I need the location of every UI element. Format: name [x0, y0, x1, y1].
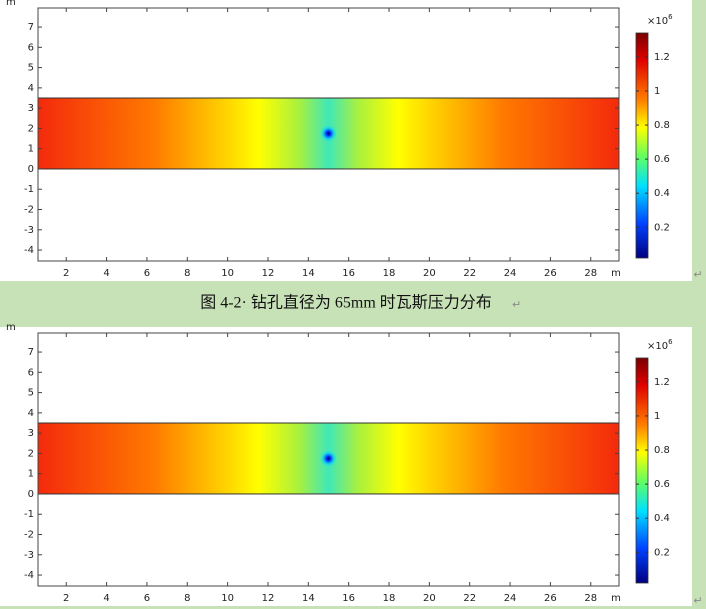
y-tick-label: -3 — [24, 550, 34, 561]
y-tick-label: 2 — [28, 123, 34, 134]
x-tick-label: 26 — [544, 593, 557, 604]
x-tick-label: 26 — [544, 268, 557, 279]
multiplier-base: ×10 — [647, 341, 668, 352]
x-tick-label: 8 — [184, 268, 190, 279]
y-tick-label: 2 — [28, 448, 34, 459]
y-tick-label: -4 — [24, 570, 34, 581]
x-tick-label: 20 — [423, 593, 436, 604]
multiplier-base: ×10 — [647, 16, 668, 27]
x-tick-label: 18 — [383, 268, 396, 279]
y-tick-label: 6 — [28, 42, 34, 53]
y-tick-label: -4 — [24, 245, 34, 256]
y-tick-label: 7 — [28, 347, 34, 358]
x-tick-label: 12 — [262, 268, 275, 279]
caption: 图 4-2· 钻孔直径为 65mm 时瓦斯压力分布 — [200, 294, 492, 312]
colorbar-tick-label: 0.4 — [654, 513, 670, 524]
y-tick-label: 4 — [28, 83, 34, 94]
colorbar-tick-label: 0.2 — [654, 547, 670, 558]
pressure-field — [37, 97, 620, 170]
colorbar — [635, 32, 649, 259]
x-tick-label: 6 — [144, 268, 150, 279]
x-tick-label: 10 — [221, 593, 234, 604]
y-tick-label: -1 — [24, 509, 34, 520]
multiplier-exponent: 6 — [668, 13, 673, 21]
y-tick-label: 0 — [28, 164, 34, 175]
y-tick-label: 7 — [28, 22, 34, 33]
colorbar-tick-label: 1.2 — [654, 52, 670, 63]
x-tick-label: 2 — [63, 268, 69, 279]
paragraph-mark: ↵ — [512, 298, 521, 311]
y-tick-label: 1 — [28, 144, 34, 155]
y-unit: m — [6, 0, 16, 8]
y-tick-label: 3 — [28, 103, 34, 114]
paragraph-mark: ↵ — [693, 594, 702, 607]
y-tick-label: -2 — [24, 530, 34, 541]
colorbar-tick-label: 1.2 — [654, 377, 670, 388]
x-tick-label: 4 — [103, 593, 109, 604]
x-tick-label: 24 — [504, 593, 517, 604]
y-tick-label: -1 — [24, 184, 34, 195]
colorbar-tick-label: 0.6 — [654, 154, 670, 165]
y-unit: m — [6, 322, 16, 333]
y-tick-label: 5 — [28, 388, 34, 399]
x-tick-label: 16 — [342, 593, 355, 604]
figure: 2 4 6 8 10 12 14 16 18 20 22 24 26 2876543210-1-2-3-4… — [6, 0, 673, 279]
x-tick-label: 22 — [463, 268, 476, 279]
plot-frame — [37, 332, 620, 587]
paragraph-mark: ↵ — [693, 268, 702, 281]
colorbar — [635, 357, 649, 584]
x-unit: m — [611, 593, 621, 604]
y-tick-label: 0 — [28, 489, 34, 500]
y-tick-label: -2 — [24, 205, 34, 216]
y-tick-label: 5 — [28, 63, 34, 74]
x-tick-label: 2 — [63, 593, 69, 604]
y-tick-label: 1 — [28, 469, 34, 480]
x-tick-label: 28 — [584, 268, 597, 279]
multiplier-exponent: 6 — [668, 338, 673, 346]
colorbar-tick-label: 1 — [654, 411, 660, 422]
colorbar-multiplier: ×106 — [647, 338, 673, 352]
x-unit: m — [611, 268, 621, 279]
x-tick-label: 14 — [302, 268, 315, 279]
colorbar-tick-label: 0.4 — [654, 188, 670, 199]
x-tick-label: 6 — [144, 593, 150, 604]
x-tick-label: 8 — [184, 593, 190, 604]
y-tick-label: 4 — [28, 408, 34, 419]
borehole — [319, 449, 338, 468]
x-tick-label: 4 — [103, 268, 109, 279]
borehole — [319, 124, 338, 143]
colorbar-tick-label: 1 — [654, 86, 660, 97]
colorbar-tick-label: 0.8 — [654, 445, 670, 456]
y-tick-label: 6 — [28, 367, 34, 378]
colorbar-tick-label: 0.2 — [654, 222, 670, 233]
x-tick-label: 18 — [383, 593, 396, 604]
x-tick-label: 10 — [221, 268, 234, 279]
x-tick-label: 20 — [423, 268, 436, 279]
y-tick-label: 3 — [28, 428, 34, 439]
x-tick-label: 22 — [463, 593, 476, 604]
x-tick-label: 16 — [342, 268, 355, 279]
x-tick-label: 28 — [584, 593, 597, 604]
x-tick-label: 12 — [262, 593, 275, 604]
y-tick-label: -3 — [24, 225, 34, 236]
colorbar-tick-label: 0.8 — [654, 120, 670, 131]
x-tick-label: 24 — [504, 268, 517, 279]
plot-frame — [37, 7, 620, 262]
colorbar-tick-label: 0.6 — [654, 479, 670, 490]
colorbar-multiplier: ×106 — [647, 13, 673, 27]
figure: 2 4 6 8 10 12 14 16 18 20 22 24 26 2876543210-1-2-3-4… — [6, 322, 673, 604]
x-tick-label: 14 — [302, 593, 315, 604]
